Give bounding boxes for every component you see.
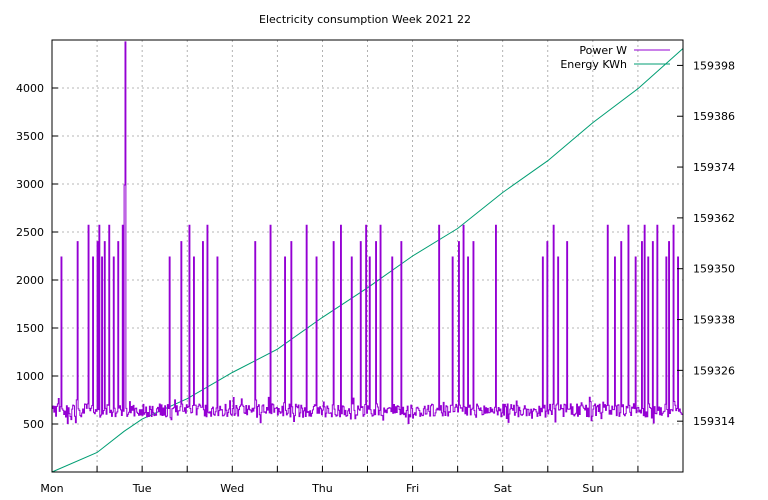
tick-label-y-right: 159338 (693, 314, 735, 327)
tick-label-y-right: 159350 (693, 263, 735, 276)
tick-label-y-left: 1000 (16, 370, 44, 383)
tick-label-x: Wed (220, 482, 244, 495)
tick-label-y-right: 159374 (693, 161, 735, 174)
tick-label-y-right: 159398 (693, 59, 735, 72)
tick-label-y-right: 159362 (693, 212, 735, 225)
series-energy (51, 48, 684, 473)
tick-label-y-left: 3500 (16, 130, 44, 143)
legend-label-energy: Energy KWh (560, 58, 627, 71)
series-line-power (52, 41, 683, 424)
tick-label-x: Tue (132, 482, 152, 495)
tick-label-y-left: 2500 (16, 226, 44, 239)
tick-label-y-left: 3000 (16, 178, 44, 191)
chart-title: Electricity consumption Week 2021 22 (259, 13, 471, 26)
legend: Power W Energy KWh (560, 44, 670, 71)
legend-label-power: Power W (579, 44, 627, 57)
grid (52, 40, 683, 472)
tick-label-y-right: 159314 (693, 415, 735, 428)
tick-label-x: Sun (582, 482, 603, 495)
tick-label-y-right: 159386 (693, 110, 735, 123)
axes: 500 1000 1500 2000 2500 3000 3500 4000 159314 159… (16, 59, 735, 495)
tick-label-y-left: 2000 (16, 274, 44, 287)
series-line-energy (51, 48, 684, 473)
tick-label-y-right: 159326 (693, 364, 735, 377)
tick-label-y-left: 4000 (16, 82, 44, 95)
tick-label-x: Thu (311, 482, 333, 495)
tick-label-y-left: 500 (23, 418, 44, 431)
tick-label-x: Fri (406, 482, 419, 495)
tick-label-x: Mon (40, 482, 63, 495)
series-power (52, 41, 683, 424)
tick-label-y-left: 1500 (16, 322, 44, 335)
tick-label-x: Sat (494, 482, 513, 495)
